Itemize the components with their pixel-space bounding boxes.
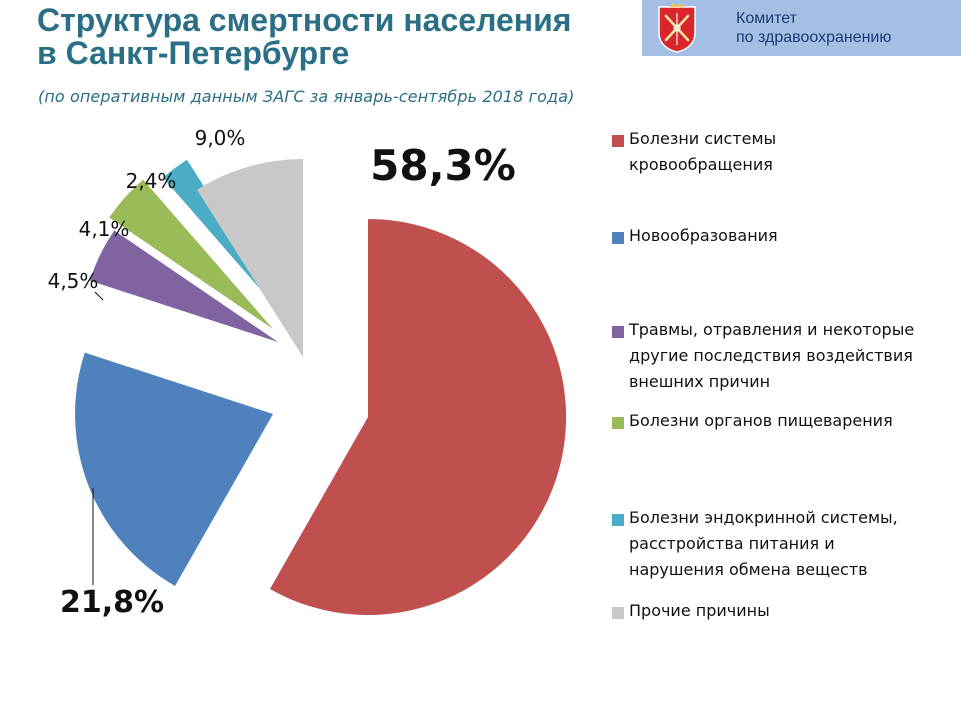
- title-line-1: Структура смертности населения: [37, 2, 572, 38]
- legend-swatch: [612, 514, 624, 526]
- legend-swatch: [612, 232, 624, 244]
- pie-slice-3: [89, 230, 278, 342]
- data-label-1: 58,3%: [370, 141, 516, 190]
- committee-name-line-2: по здравоохранению: [736, 29, 892, 46]
- title-line-2: в Санкт-Петербурге: [37, 35, 350, 71]
- spb-coat-of-arms-icon: [658, 3, 696, 53]
- committee-name-line-1: Комитет: [736, 10, 797, 27]
- data-label-6: 9,0%: [195, 126, 246, 150]
- legend-swatch: [612, 326, 624, 338]
- pie-slice-6: [197, 159, 303, 357]
- page-title: Структура смертности населения в Санкт-П…: [37, 4, 571, 70]
- pie-slices: [75, 159, 567, 615]
- committee-name: Комитет по здравоохранению: [736, 9, 891, 47]
- leader-lines: [92, 291, 104, 585]
- pie-slice-2: [75, 352, 273, 586]
- legend-swatch: [612, 417, 624, 429]
- leader-line-2: [94, 291, 104, 301]
- committee-badge: Комитет по здравоохранению: [642, 0, 961, 56]
- legend-label: Болезни системы кровообращения: [629, 129, 777, 174]
- legend-swatch: [612, 607, 624, 619]
- data-label-5: 2,4%: [126, 169, 177, 193]
- data-labels: 58,3% 21,8% 4,5% 4,1% 2,4% 9,0%: [48, 126, 516, 620]
- data-label-3: 4,5%: [48, 269, 99, 293]
- data-label-4: 4,1%: [79, 217, 130, 241]
- legend-swatch: [612, 135, 624, 147]
- pie-slice-4: [109, 179, 273, 329]
- legend-label: Болезни органов пищеварения: [629, 411, 893, 430]
- page-subtitle: (по оперативным данным ЗАГС за январь-се…: [38, 87, 575, 106]
- data-label-2: 21,8%: [60, 585, 164, 620]
- legend-label: Травмы, отравления и некоторые другие по…: [629, 320, 915, 391]
- legend-label: Прочие причины: [629, 601, 770, 620]
- legend-label: Болезни эндокринной системы, расстройств…: [629, 508, 898, 579]
- legend-label: Новообразования: [629, 226, 778, 245]
- pie-slice-1: [270, 218, 567, 615]
